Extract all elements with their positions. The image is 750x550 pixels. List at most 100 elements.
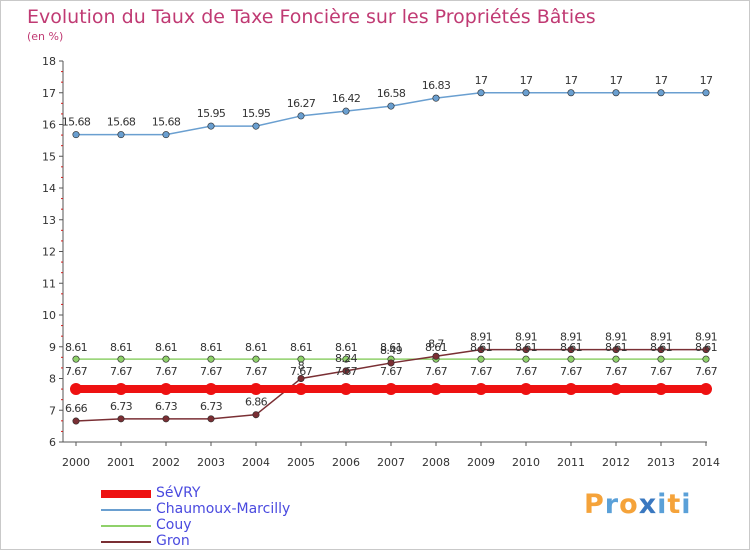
data-label: 8.61 [470,341,492,354]
data-label: 16.83 [422,79,451,92]
data-label: 17 [700,74,713,87]
data-label: 7.67 [470,365,493,378]
data-point [250,382,262,395]
data-point [522,89,530,97]
data-label: 15.68 [107,116,136,129]
data-point [207,355,215,363]
legend-label-gron: Gron [156,533,190,549]
x-tick-label: 2003 [197,456,225,469]
logo-letter: i [681,489,692,520]
logo-letter: P [584,489,605,520]
data-label: 15.68 [62,116,91,129]
data-point [115,382,127,395]
x-tick-label: 2005 [287,456,315,469]
data-point [385,382,397,395]
x-tick-label: 2012 [602,456,630,469]
data-label: 17 [610,74,623,87]
data-label: 7.67 [110,365,133,378]
data-point [72,131,80,139]
data-point [657,89,665,97]
data-point [252,122,260,130]
data-label: 8.61 [335,341,357,354]
data-point [72,417,80,425]
data-label: 8.91 [515,331,537,344]
data-label: 7.67 [650,365,673,378]
data-point [522,346,530,354]
data-point [387,102,395,110]
data-label: 8.61 [110,341,132,354]
data-point [702,346,710,354]
data-label: 7.67 [65,365,88,378]
x-tick-label: 2013 [647,456,675,469]
data-label: 7.67 [245,365,268,378]
data-point [160,382,172,395]
legend-label-couy: Couy [156,517,192,533]
data-label: 8.91 [560,331,582,344]
y-tick-label: 18 [42,55,56,68]
data-label: 8.49 [380,344,403,357]
data-label: 7.67 [380,365,403,378]
x-tick-label: 2004 [242,456,270,469]
y-tick-label: 17 [42,87,56,100]
x-tick-label: 2002 [152,456,180,469]
data-label: 17 [655,74,668,87]
data-point [342,355,350,363]
chart-title: Evolution du Taux de Taxe Foncière sur l… [27,6,596,28]
data-label: 7.67 [515,365,538,378]
x-tick-label: 2009 [467,456,495,469]
data-point [387,359,395,367]
data-label: 15.68 [152,116,181,129]
data-label: 7.67 [155,365,178,378]
data-point [205,382,217,395]
data-label: 6.86 [245,396,268,409]
data-label: 16.58 [377,87,406,100]
data-point [342,107,350,115]
logo-letter: i [657,489,668,520]
y-tick-label: 13 [42,214,56,227]
data-label: 17 [475,74,488,87]
data-point [700,382,712,395]
data-label: 8.61 [155,341,177,354]
data-label: 8.61 [515,341,537,354]
y-tick-label: 15 [42,150,56,163]
data-label: 8.61 [425,341,447,354]
data-label: 8.61 [245,341,267,354]
data-label: 8.61 [380,341,402,354]
data-label: 16.42 [332,92,361,105]
legend-swatch-sevry [101,490,151,498]
data-label: 6.73 [155,400,178,413]
data-point [295,382,307,395]
x-tick-label: 2008 [422,456,450,469]
data-point [477,89,485,97]
data-label: 8.61 [290,341,312,354]
data-point [72,355,80,363]
y-tick-label: 9 [49,341,56,354]
legend-swatch-couy [101,525,151,527]
data-label: 8.61 [605,341,627,354]
data-point [252,355,260,363]
data-label: 8.91 [695,331,717,344]
logo-letter: x [638,489,658,520]
data-label: 8.24 [335,352,358,365]
x-tick-label: 2007 [377,456,405,469]
data-point [207,415,215,423]
data-label: 15.95 [197,107,226,120]
data-point [297,374,305,382]
data-label: 7.67 [560,365,583,378]
data-label: 6.66 [65,402,88,415]
data-point [297,355,305,363]
data-point [612,355,620,363]
data-point [207,122,215,130]
y-tick-label: 8 [49,373,56,386]
data-point [567,355,575,363]
data-label: 6.73 [200,400,223,413]
data-point [702,89,710,97]
data-point [252,411,260,419]
data-point [430,382,442,395]
data-point [70,382,82,395]
data-point [117,415,125,423]
data-label: 8.91 [605,331,627,344]
data-label: 7.67 [695,365,718,378]
data-label: 17 [520,74,533,87]
